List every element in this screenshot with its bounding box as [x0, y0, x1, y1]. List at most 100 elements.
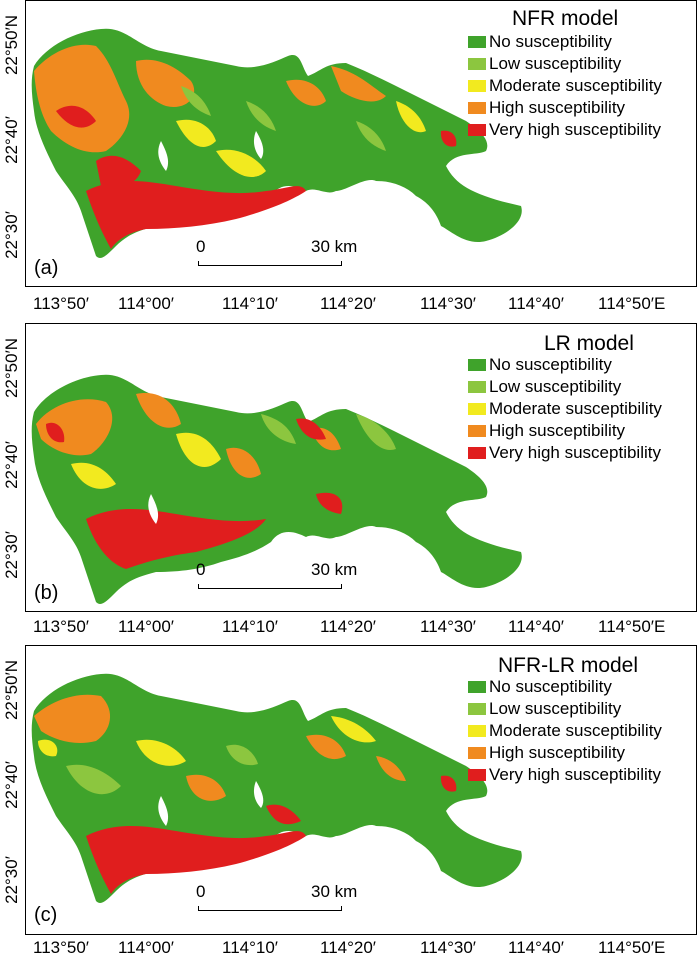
legend-label-very-high: Very high susceptibility [489, 765, 661, 784]
legend-c: No susceptibility Low susceptibility Mod… [468, 676, 662, 786]
legend-label-low: Low susceptibility [489, 54, 622, 73]
scale-line [198, 261, 342, 266]
legend-item-no: No susceptibility [468, 354, 662, 376]
lat-label-c-2250: 22°50′N [2, 659, 21, 721]
lon-axis-c: 113°50′ 114°00′ 114°10′ 114°20′ 114°30′ … [0, 938, 700, 960]
legend-item-no: No susceptibility [468, 31, 662, 53]
swatch-very-high [468, 447, 486, 459]
legend-label-no: No susceptibility [489, 677, 612, 696]
lat-label-b-2250: 22°50′N [2, 337, 21, 399]
scale-zero-label: 0 [196, 237, 206, 256]
lat-label-b-2230: 22°30′ [2, 531, 21, 579]
legend-item-low: Low susceptibility [468, 376, 662, 398]
lat-label-a-2240: 22°40′ [2, 116, 21, 164]
lon-label: 114°50′E [598, 294, 666, 313]
legend-item-low: Low susceptibility [468, 698, 662, 720]
lon-label: 113°50′ [33, 938, 89, 957]
susceptibility-map-b [31, 374, 522, 604]
scale-bar-c: 0 30 km [196, 882, 357, 912]
lat-label-a-2250: 22°50′N [2, 14, 21, 76]
lon-label: 114°50′E [598, 938, 666, 957]
legend-label-moderate: Moderate susceptibility [489, 76, 662, 95]
scale-bar-b: 0 30 km [196, 560, 357, 590]
map-panel-a: NFR model No susceptibility Low suscepti… [25, 0, 697, 287]
legend-item-no: No susceptibility [468, 676, 662, 698]
legend-item-very-high: Very high susceptibility [468, 764, 662, 786]
lon-label: 114°10′ [222, 617, 278, 636]
map-panel-b: LR model No susceptibility Low susceptib… [25, 323, 697, 612]
lat-label-c-2230: 22°30′ [2, 856, 21, 904]
lon-label: 114°20′ [320, 617, 376, 636]
lon-label: 114°30′ [420, 617, 476, 636]
lon-label: 113°50′ [33, 617, 89, 636]
swatch-moderate [468, 80, 486, 92]
legend-item-high: High susceptibility [468, 742, 662, 764]
susceptibility-map-c [31, 673, 522, 903]
swatch-very-high [468, 769, 486, 781]
map-title-a: NFR model [512, 7, 619, 30]
swatch-moderate [468, 403, 486, 415]
lon-label: 114°10′ [222, 294, 278, 313]
scale-max-label: 30 km [311, 237, 358, 256]
legend-item-high: High susceptibility [468, 420, 662, 442]
legend-label-moderate: Moderate susceptibility [489, 721, 662, 740]
legend-label-low: Low susceptibility [489, 699, 622, 718]
lon-label: 114°40′ [508, 294, 564, 313]
legend-item-high: High susceptibility [468, 97, 662, 119]
lon-label: 114°00′ [118, 617, 174, 636]
scale-max-label: 30 km [311, 882, 358, 901]
scale-max-label: 30 km [311, 560, 358, 579]
legend-a: No susceptibility Low susceptibility Mod… [468, 31, 662, 141]
swatch-very-high [468, 124, 486, 136]
lat-label-c-2240: 22°40′ [2, 761, 21, 809]
legend-label-low: Low susceptibility [489, 377, 622, 396]
map-panel-c: NFR-LR model No susceptibility Low susce… [25, 645, 697, 935]
map-title-b: LR model [544, 332, 634, 355]
lon-axis-a: 113°50′ 114°00′ 114°10′ 114°20′ 114°30′ … [0, 294, 700, 316]
panel-letter-c: (c) [34, 904, 58, 926]
swatch-low [468, 58, 486, 70]
swatch-no [468, 359, 486, 371]
lon-label: 114°40′ [508, 938, 564, 957]
scale-zero-label: 0 [196, 560, 206, 579]
lon-axis-b: 113°50′ 114°00′ 114°10′ 114°20′ 114°30′ … [0, 617, 700, 639]
legend-label-no: No susceptibility [489, 32, 612, 51]
legend-item-moderate: Moderate susceptibility [468, 398, 662, 420]
legend-item-moderate: Moderate susceptibility [468, 75, 662, 97]
swatch-low [468, 703, 486, 715]
swatch-high [468, 425, 486, 437]
scale-zero-label: 0 [196, 882, 206, 901]
lon-label: 114°20′ [320, 294, 376, 313]
lon-label: 114°40′ [508, 617, 564, 636]
legend-b: No susceptibility Low susceptibility Mod… [468, 354, 662, 464]
lon-label: 114°30′ [420, 938, 476, 957]
swatch-no [468, 681, 486, 693]
lon-label: 114°30′ [420, 294, 476, 313]
lon-label: 114°00′ [118, 938, 174, 957]
legend-label-no: No susceptibility [489, 355, 612, 374]
lat-label-a-2230: 22°30′ [2, 211, 21, 259]
legend-label-moderate: Moderate susceptibility [489, 399, 662, 418]
scale-line [198, 584, 342, 589]
swatch-no [468, 36, 486, 48]
map-title-c: NFR-LR model [498, 654, 639, 677]
legend-item-moderate: Moderate susceptibility [468, 720, 662, 742]
lon-label: 114°20′ [320, 938, 376, 957]
scale-line [198, 906, 342, 911]
legend-item-low: Low susceptibility [468, 53, 662, 75]
legend-label-high: High susceptibility [489, 98, 626, 117]
lat-label-b-2240: 22°40′ [2, 441, 21, 489]
panel-letter-b: (b) [34, 582, 59, 604]
legend-label-very-high: Very high susceptibility [489, 120, 661, 139]
susceptibility-map-a [31, 28, 522, 258]
legend-item-very-high: Very high susceptibility [468, 119, 662, 141]
swatch-low [468, 381, 486, 393]
scale-bar-a: 0 30 km [196, 237, 357, 267]
legend-label-high: High susceptibility [489, 421, 626, 440]
lon-label: 114°50′E [598, 617, 666, 636]
swatch-moderate [468, 725, 486, 737]
lon-label: 114°10′ [222, 938, 278, 957]
lon-label: 113°50′ [33, 294, 89, 313]
swatch-high [468, 102, 486, 114]
swatch-high [468, 747, 486, 759]
